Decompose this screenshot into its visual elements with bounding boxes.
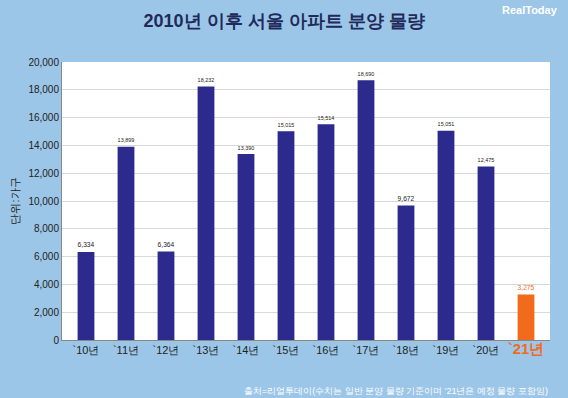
svg-text:14,000: 14,000 <box>28 140 59 151</box>
svg-text:15,015: 15,015 <box>278 122 295 128</box>
svg-text:`10년: `10년 <box>73 344 100 356</box>
svg-text:6,000: 6,000 <box>34 251 59 262</box>
svg-text:13,390: 13,390 <box>238 145 255 151</box>
svg-text:`19년: `19년 <box>433 344 460 356</box>
svg-text:18,232: 18,232 <box>198 77 215 83</box>
svg-text:3,275: 3,275 <box>518 284 535 291</box>
svg-text:9,672: 9,672 <box>398 195 415 202</box>
svg-text:단위:가구: 단위:가구 <box>9 177 21 224</box>
svg-text:4,000: 4,000 <box>34 279 59 290</box>
svg-text:`14년: `14년 <box>233 344 260 356</box>
svg-text:`20년: `20년 <box>473 344 500 356</box>
svg-text:0: 0 <box>53 335 59 346</box>
svg-text:15,051: 15,051 <box>438 121 455 127</box>
svg-text:6,334: 6,334 <box>78 241 95 248</box>
svg-text:10,000: 10,000 <box>28 196 59 207</box>
svg-text:18,000: 18,000 <box>28 84 59 95</box>
svg-text:13,899: 13,899 <box>118 137 135 143</box>
svg-text:`17년: `17년 <box>353 344 380 356</box>
svg-text:RealToday: RealToday <box>502 4 558 16</box>
svg-text:`16년: `16년 <box>313 344 340 356</box>
svg-text:15,514: 15,514 <box>318 115 335 121</box>
svg-text:`21년: `21년 <box>508 340 545 357</box>
svg-text:20,000: 20,000 <box>28 57 59 68</box>
svg-text:2010년 이후 서울 아파트 분양 물량: 2010년 이후 서울 아파트 분양 물량 <box>143 11 424 31</box>
svg-text:16,000: 16,000 <box>28 112 59 123</box>
svg-text:2,000: 2,000 <box>34 307 59 318</box>
svg-text:`15년: `15년 <box>273 344 300 356</box>
svg-text:`13년: `13년 <box>193 344 220 356</box>
svg-text:출처=리얼투데이(수치는 일반 분양 물량 기준이며 '21: 출처=리얼투데이(수치는 일반 분양 물량 기준이며 '21년은 예정 물량 포… <box>244 386 548 396</box>
svg-text:6,364: 6,364 <box>158 241 175 248</box>
svg-text:`11년: `11년 <box>113 344 139 356</box>
svg-text:12,475: 12,475 <box>478 157 495 163</box>
svg-text:12,000: 12,000 <box>28 168 59 179</box>
svg-text:18,690: 18,690 <box>358 71 375 77</box>
svg-text:`18년: `18년 <box>393 344 420 356</box>
svg-text:`12년: `12년 <box>153 344 180 356</box>
svg-text:8,000: 8,000 <box>34 223 59 234</box>
